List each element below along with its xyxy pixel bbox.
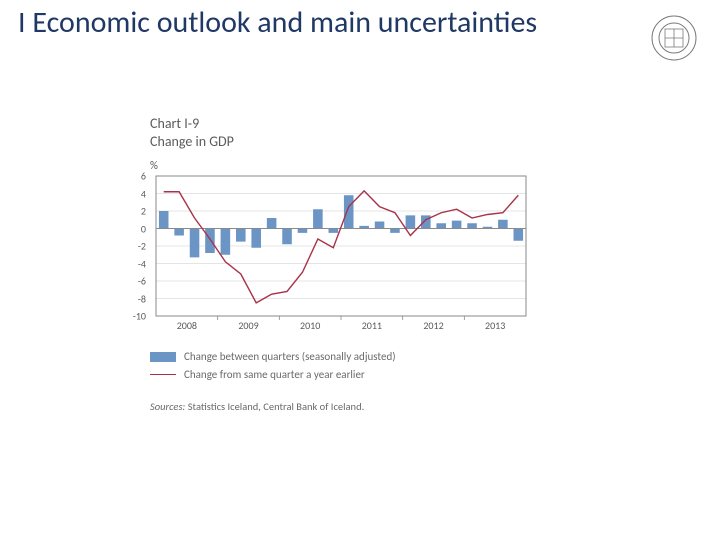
legend-item-bar: Change between quarters (seasonally adju… (150, 348, 570, 366)
bar (267, 218, 277, 229)
sources-lead: Sources: (150, 400, 185, 413)
chart-block: Chart I-9 Change in GDP % 20082009201020… (150, 115, 570, 413)
bar (205, 229, 215, 254)
legend-line-label: Change from same quarter a year earlier (184, 366, 365, 384)
y-tick-label: -6 (128, 275, 146, 288)
bar (467, 224, 477, 229)
plot-area: 200820092010201120122013 6420-2-4-6-8-10 (150, 174, 530, 334)
y-tick-label: 6 (128, 170, 146, 183)
legend-bar-label: Change between quarters (seasonally adju… (184, 348, 396, 366)
chart-title: Change in GDP (150, 133, 570, 151)
y-tick-label: 2 (128, 205, 146, 218)
bar (298, 229, 308, 233)
bar (421, 216, 431, 229)
x-tick-label: 2010 (300, 319, 320, 332)
x-tick-label: 2011 (362, 319, 382, 332)
legend-item-line: Change from same quarter a year earlier (150, 366, 570, 384)
chart-svg: 2008 2009 2010 2011 2012 2013 (150, 174, 530, 334)
chart-sources: Sources: Statistics Iceland, Central Ban… (150, 400, 570, 413)
bar (390, 229, 400, 233)
bar (174, 229, 184, 236)
bar (329, 229, 339, 233)
line-series (164, 191, 519, 303)
seal-logo (650, 14, 698, 62)
slide: I Economic outlook and main uncertaintie… (0, 0, 720, 540)
y-tick-label: 4 (128, 187, 146, 200)
y-tick-label: 0 (128, 222, 146, 235)
bar (190, 229, 200, 258)
bar (282, 229, 292, 245)
x-tick-label: 2012 (423, 319, 443, 332)
bar (498, 220, 508, 229)
chart-number: Chart I-9 (150, 115, 570, 133)
y-tick-label: -8 (128, 292, 146, 305)
y-tick-label: -10 (128, 310, 146, 323)
sources-text: Statistics Iceland, Central Bank of Icel… (188, 400, 365, 413)
bar (452, 221, 462, 229)
line-swatch (150, 374, 176, 375)
y-axis-label: % (150, 159, 570, 172)
bar (313, 210, 323, 229)
bar (159, 211, 169, 229)
bar (251, 229, 261, 248)
y-tick-label: -4 (128, 257, 146, 270)
seal-grid (665, 29, 683, 47)
x-tick-label: 2009 (238, 319, 258, 332)
bar (221, 229, 231, 255)
bar (514, 229, 524, 241)
x-tick-label: 2013 (485, 319, 505, 332)
bar (406, 216, 416, 229)
bar (236, 229, 246, 242)
legend: Change between quarters (seasonally adju… (150, 348, 570, 383)
bar (436, 224, 446, 229)
y-tick-label: -2 (128, 240, 146, 253)
bar (344, 196, 354, 229)
bar (375, 222, 385, 229)
page-title: I Economic outlook and main uncertaintie… (18, 6, 538, 41)
x-tick-label: 2008 (177, 319, 197, 332)
bar-swatch (150, 352, 176, 362)
